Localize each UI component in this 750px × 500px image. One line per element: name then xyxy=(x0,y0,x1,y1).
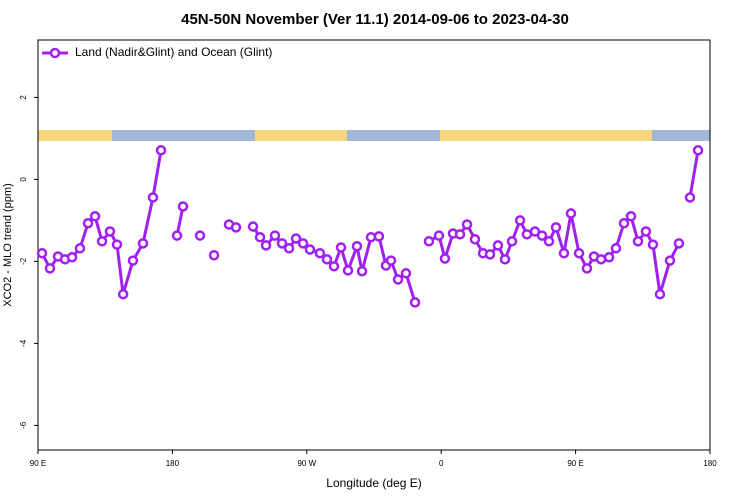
data-point xyxy=(96,236,108,247)
legend-marker xyxy=(49,47,61,59)
data-point xyxy=(673,238,685,249)
land-band xyxy=(440,130,652,141)
data-point xyxy=(304,244,316,255)
data-point xyxy=(147,192,159,203)
data-point xyxy=(550,222,562,233)
y-tick-label: 2 xyxy=(19,95,28,100)
data-point xyxy=(692,145,704,156)
data-point xyxy=(610,243,622,254)
data-point xyxy=(484,249,496,260)
data-point xyxy=(66,252,78,263)
legend-label: Land (Nadir&Glint) and Ocean (Glint) xyxy=(75,45,272,59)
series-line xyxy=(40,150,700,303)
data-point xyxy=(618,218,630,229)
y-tick-label: -6 xyxy=(19,421,28,429)
data-point xyxy=(171,230,183,241)
ocean-band xyxy=(652,130,710,141)
data-point xyxy=(297,238,309,249)
data-point xyxy=(127,255,139,266)
data-point xyxy=(321,254,333,265)
data-point xyxy=(342,265,354,276)
data-point xyxy=(492,240,504,251)
data-point xyxy=(514,215,526,226)
data-point xyxy=(36,247,48,259)
x-tick-label: 90 E xyxy=(30,459,46,468)
data-point xyxy=(314,247,326,259)
data-point xyxy=(137,238,149,249)
data-point xyxy=(433,230,445,241)
data-point xyxy=(194,230,206,241)
data-point xyxy=(117,288,129,300)
data-point xyxy=(461,219,473,230)
data-point xyxy=(581,263,593,274)
data-point xyxy=(439,253,451,264)
data-point xyxy=(595,254,607,265)
x-tick-label: 180 xyxy=(703,459,717,468)
data-point xyxy=(208,250,220,261)
data-point xyxy=(230,222,242,233)
data-point xyxy=(356,265,368,277)
data-point xyxy=(373,231,385,242)
land-band xyxy=(255,130,347,141)
data-point xyxy=(647,239,659,250)
data-point xyxy=(506,236,518,247)
x-tick-label: 90 W xyxy=(297,459,316,468)
chart-title: 45N-50N November (Ver 11.1) 2014-09-06 t… xyxy=(181,11,569,28)
y-tick-label: 0 xyxy=(19,177,28,182)
data-point xyxy=(155,145,167,156)
data-point xyxy=(44,263,56,274)
data-point xyxy=(543,236,555,247)
y-axis-label: XCO2 - MLO trend (ppm) xyxy=(2,183,14,306)
data-point xyxy=(328,261,340,272)
data-point xyxy=(423,236,435,247)
data-point xyxy=(536,230,548,241)
ocean-band xyxy=(112,130,255,141)
data-point xyxy=(351,240,363,252)
data-point xyxy=(625,211,637,222)
data-point xyxy=(640,226,652,237)
x-tick-label: 90 E xyxy=(567,459,583,468)
data-point xyxy=(632,236,644,247)
data-point xyxy=(521,229,533,240)
data-point xyxy=(664,255,676,266)
data-point xyxy=(260,240,272,251)
data-point xyxy=(603,252,615,263)
y-tick-label: -4 xyxy=(19,339,28,347)
map-strip xyxy=(38,130,710,141)
data-point xyxy=(499,254,511,265)
data-point xyxy=(290,233,302,244)
data-point xyxy=(454,229,466,240)
data-point xyxy=(111,239,123,250)
ocean-band xyxy=(347,130,440,141)
y-tick-label: -2 xyxy=(19,257,28,265)
data-point xyxy=(74,243,86,254)
plot-frame xyxy=(37,39,711,451)
data-point xyxy=(684,192,696,203)
data-point xyxy=(254,231,266,243)
data-point xyxy=(400,268,412,279)
data-point xyxy=(283,243,295,254)
data-point xyxy=(247,221,259,232)
data-point xyxy=(276,238,288,249)
data-point xyxy=(573,247,585,259)
data-point xyxy=(335,242,347,253)
data-point xyxy=(409,297,421,308)
data-point xyxy=(385,255,397,266)
data-point xyxy=(269,230,281,241)
land-band xyxy=(38,130,112,141)
data-point xyxy=(565,208,577,219)
data-point xyxy=(104,226,116,237)
x-tick-label: 180 xyxy=(166,459,180,468)
data-point xyxy=(392,274,404,285)
data-point xyxy=(558,247,570,259)
data-point xyxy=(89,211,101,222)
data-point xyxy=(469,234,481,245)
data-point xyxy=(177,201,189,212)
x-axis-label: Longitude (deg E) xyxy=(326,476,421,490)
data-point xyxy=(82,218,94,229)
x-tick-label: 0 xyxy=(439,459,444,468)
data-point xyxy=(654,288,666,300)
